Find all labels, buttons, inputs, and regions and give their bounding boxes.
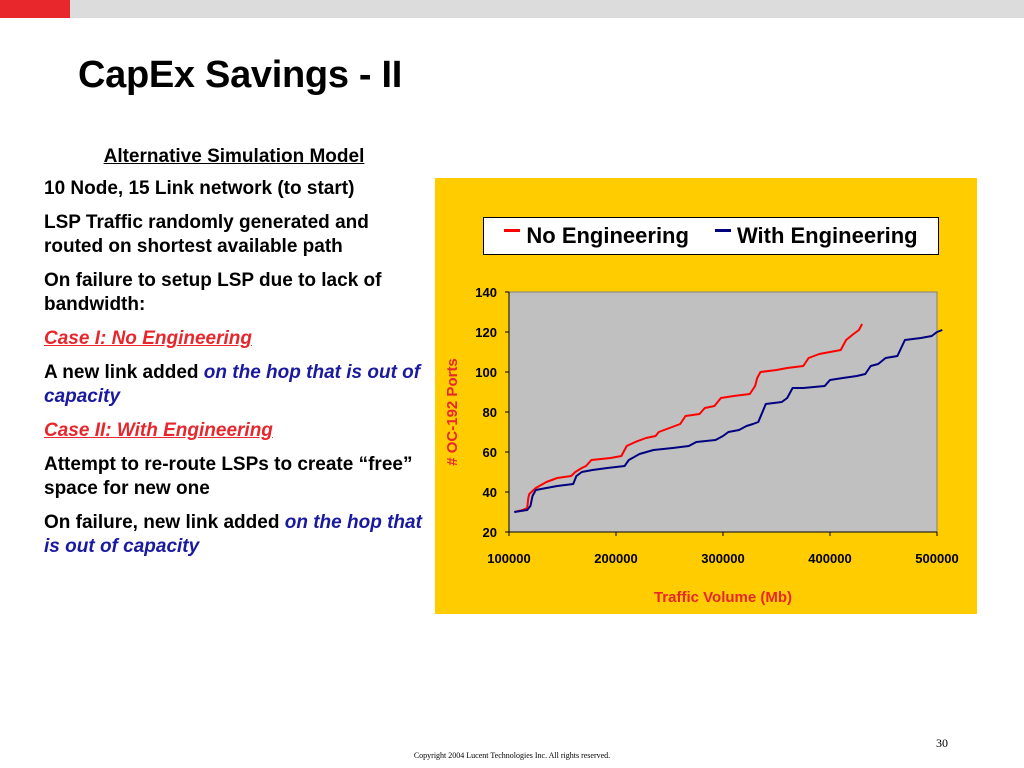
series-lines (514, 323, 943, 513)
bullet-failure-new-link-text: On failure, new link added (44, 512, 285, 533)
legend-swatch-with-engineering (714, 228, 731, 232)
y-tick-label: 140 (475, 285, 497, 300)
bullet-new-link-emphasis: on the hop that is out of capacity (44, 362, 421, 407)
page-number: 30 (936, 736, 948, 750)
series-line-with-engineering (514, 329, 943, 513)
legend-item-with-engineering: With Engineering (714, 223, 918, 249)
bullet-on-failure: On failure to setup LSP due to lack of b… (44, 270, 382, 315)
y-axis-title: # OC-192 Ports (444, 358, 461, 466)
series-line-no-engineering (514, 323, 863, 513)
bullet-failure-new-link-emphasis: on the hop that is out of capacity (44, 512, 422, 557)
legend-label-with-engineering: With Engineering (736, 223, 918, 248)
plot-area (508, 291, 938, 533)
copyright-footer: Copyright 2004 Lucent Technologies Inc. … (413, 751, 611, 760)
y-tick-label: 40 (483, 485, 497, 500)
x-tick-label: 100000 (487, 551, 530, 566)
x-tick-label: 300000 (701, 551, 744, 566)
x-tick-label: 200000 (594, 551, 637, 566)
case-2-label: Case II: With Engineering (44, 420, 273, 441)
y-tick-label: 60 (483, 445, 497, 460)
x-axis-title: Traffic Volume (Mb) (654, 589, 792, 606)
legend-item-no-engineering: No Engineering (504, 223, 689, 249)
legend-label-no-engineering: No Engineering (526, 223, 689, 248)
bullet-failure-new-link: On failure, new link added on the hop th… (44, 511, 424, 559)
axes: 20 40 60 80 100 120 140 100000 200000 300000 40000… (475, 285, 958, 566)
bullet-lsp-traffic: LSP Traffic randomly generated and route… (44, 212, 369, 257)
case-1-heading: Case I: No Engineering (44, 327, 424, 351)
y-tick-label: 80 (483, 405, 497, 420)
section-heading: Alternative Simulation Model (103, 146, 365, 167)
x-tick-label: 400000 (808, 551, 851, 566)
bullet-new-link: A new link added on the hop that is out … (44, 361, 424, 409)
x-tick-label: 500000 (915, 551, 958, 566)
case-1-label: Case I: No Engineering (44, 328, 252, 349)
chart-panel: 20 40 60 80 100 120 140 100000 200000 300000 40000… (435, 178, 977, 614)
line-chart: 20 40 60 80 100 120 140 100000 200000 300000 40000… (444, 285, 959, 606)
top-accent-bar-gray (70, 0, 1024, 18)
y-tick-label: 20 (483, 525, 497, 540)
bullet-new-link-text: A new link added (44, 362, 204, 383)
case-2-heading: Case II: With Engineering (44, 419, 424, 443)
bullet-text-column: Alternative Simulation Model 10 Node, 15… (44, 145, 424, 569)
top-accent-bar-red (0, 0, 70, 18)
y-tick-label: 120 (475, 325, 497, 340)
slide-title: CapEx Savings - II (78, 54, 403, 96)
bullet-network-size: 10 Node, 15 Link network (to start) (44, 178, 355, 199)
chart-legend: No Engineering With Engineering (483, 217, 939, 255)
y-tick-label: 100 (475, 365, 497, 380)
legend-swatch-no-engineering (504, 228, 521, 232)
bullet-reroute: Attempt to re-route LSPs to create “free… (44, 454, 413, 499)
